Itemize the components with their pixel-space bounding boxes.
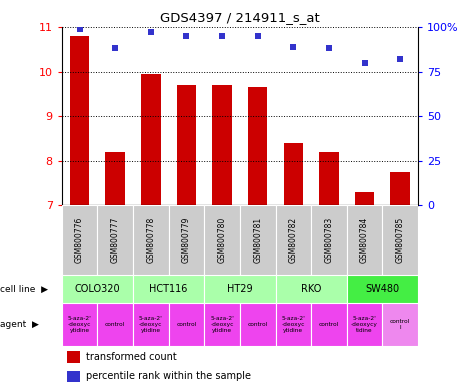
Point [254,33,261,39]
Bar [284,143,303,205]
Bar [62,275,133,303]
Bar [276,303,311,346]
Point [182,33,190,39]
Bar [390,172,410,205]
Text: COLO320: COLO320 [75,284,120,294]
Bar [62,205,97,275]
Title: GDS4397 / 214911_s_at: GDS4397 / 214911_s_at [160,11,320,24]
Bar [248,87,267,205]
Text: GSM800777: GSM800777 [111,217,120,263]
Text: 5-aza-2'
-deoxycy
tidine: 5-aza-2' -deoxycy tidine [351,316,378,333]
Bar [133,303,169,346]
Text: transformed count: transformed count [86,352,176,362]
Bar [141,74,161,205]
Text: HT29: HT29 [227,284,253,294]
Text: control: control [247,322,268,327]
Bar [311,205,347,275]
Bar [169,205,204,275]
Text: cell line  ▶: cell line ▶ [0,285,48,293]
Text: 5-aza-2'
-deoxyc
ytidine: 5-aza-2' -deoxyc ytidine [281,316,305,333]
Point [218,33,226,39]
Text: GSM800779: GSM800779 [182,217,191,263]
Bar [105,152,125,205]
Bar [240,205,276,275]
Text: HCT116: HCT116 [150,284,188,294]
Bar [204,303,240,346]
Text: control: control [319,322,339,327]
Bar [347,275,418,303]
Bar [382,205,418,275]
Bar [97,303,133,346]
Point [147,29,155,35]
Point [289,43,297,50]
Point [76,26,84,32]
Text: GSM800783: GSM800783 [324,217,333,263]
Bar [347,303,382,346]
Text: SW480: SW480 [365,284,399,294]
Bar [133,275,204,303]
Bar [382,303,418,346]
Text: GSM800781: GSM800781 [253,217,262,263]
Bar [204,205,240,275]
Text: control: control [105,322,125,327]
Bar [169,303,204,346]
Bar [240,303,276,346]
Bar [97,205,133,275]
Bar [319,152,339,205]
Bar [212,85,232,205]
Text: GSM800776: GSM800776 [75,217,84,263]
Text: GSM800778: GSM800778 [146,217,155,263]
Point [111,45,119,51]
Text: GSM800785: GSM800785 [396,217,405,263]
Text: control
l: control l [390,319,410,330]
Bar [62,303,97,346]
Bar [204,275,276,303]
Point [361,60,369,66]
Text: agent  ▶: agent ▶ [0,320,39,329]
Text: GSM800780: GSM800780 [218,217,227,263]
Bar [70,36,89,205]
Text: 5-aza-2'
-deoxyc
ytidine: 5-aza-2' -deoxyc ytidine [67,316,92,333]
Bar [177,85,196,205]
Text: 5-aza-2'
-deoxyc
ytidine: 5-aza-2' -deoxyc ytidine [139,316,163,333]
Text: GSM800784: GSM800784 [360,217,369,263]
Bar [66,371,80,382]
Bar [133,205,169,275]
Text: RKO: RKO [301,284,321,294]
Bar [276,205,311,275]
Text: percentile rank within the sample: percentile rank within the sample [86,371,250,381]
Bar [347,205,382,275]
Bar [355,192,374,205]
Bar [276,275,347,303]
Bar [311,303,347,346]
Text: GSM800782: GSM800782 [289,217,298,263]
Point [325,45,332,51]
Text: 5-aza-2'
-deoxyc
ytidine: 5-aza-2' -deoxyc ytidine [210,316,234,333]
Bar [66,351,80,363]
Text: control: control [176,322,197,327]
Point [396,56,404,62]
